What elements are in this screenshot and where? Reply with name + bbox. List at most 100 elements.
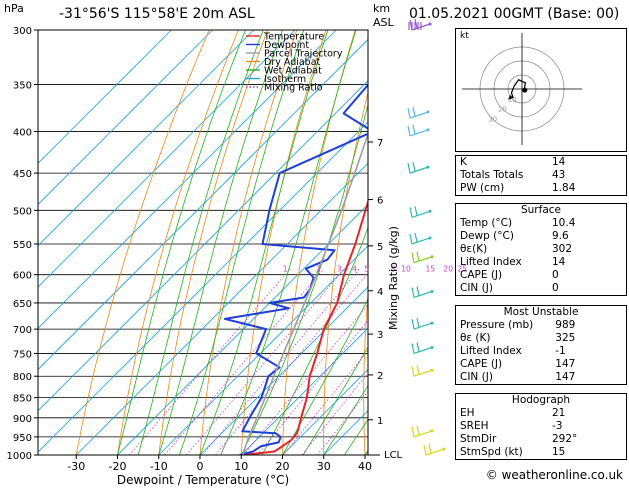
index-label: Totals Totals	[456, 169, 534, 182]
copyright: © weatheronline.co.uk	[486, 468, 623, 482]
pressure-unit: hPa	[4, 2, 24, 15]
most-unstable-label: Pressure (mb)	[456, 319, 537, 332]
surface-title: Surface	[456, 204, 626, 217]
dry-adiabat	[324, 30, 385, 455]
km-tick-label: 6	[377, 196, 383, 207]
mixing-ratio-label: 5	[364, 265, 369, 274]
surface-value: 14	[534, 256, 626, 269]
index-label: PW (cm)	[456, 182, 534, 195]
hodograph-stat-row: SREH-3	[456, 420, 626, 433]
most-unstable-label: θε (K)	[456, 332, 537, 345]
isotherm	[0, 30, 378, 455]
hodograph-ring-label: 30	[488, 115, 497, 123]
isotherm	[76, 30, 501, 455]
wet-adiabat	[262, 30, 429, 455]
km-tick-label: 5	[377, 242, 383, 253]
mixing-ratio-label: 10	[401, 265, 411, 274]
pressure-tick-label: 350	[13, 80, 32, 91]
pressure-tick-label: 950	[13, 433, 32, 444]
storm-motion-marker	[522, 88, 527, 93]
surface-row: Dewp (°C)9.6	[456, 230, 626, 243]
index-value: 43	[534, 169, 626, 182]
pressure-tick-label: 550	[13, 240, 32, 251]
surface-row: Temp (°C)10.4	[456, 217, 626, 230]
mixing-ratio-label: 1	[283, 265, 288, 274]
dry-adiabat	[159, 30, 268, 455]
dry-adiabat	[76, 30, 209, 455]
pressure-tick-label: 850	[13, 394, 32, 405]
isotherm	[0, 30, 295, 455]
station-location: -31°56'S 115°58'E 20m ASL	[59, 6, 255, 22]
most-unstable-value: 325	[537, 332, 626, 345]
temperature-tick-label: 30	[317, 460, 331, 473]
asl-unit: ASL	[373, 16, 394, 29]
most-unstable-row: CIN (J)147	[456, 371, 626, 384]
pressure-tick-label: 650	[13, 299, 32, 310]
pressure-tick-label: 1000	[7, 451, 32, 462]
surface-value: 9.6	[534, 230, 626, 243]
mixing-ratio-axis-label: Mixing Ratio (g/kg)	[387, 226, 400, 330]
most-unstable-row: θε (K)325	[456, 332, 626, 345]
temperature-tick-label: 20	[276, 460, 290, 473]
hodograph-ring-label: 20	[498, 106, 507, 114]
surface-value: 0	[534, 282, 626, 295]
hodograph-stat-value: 292°	[534, 433, 626, 446]
surface-label: Temp (°C)	[456, 217, 534, 230]
temperature-tick-label: 0	[197, 460, 204, 473]
wind-barb	[412, 318, 434, 329]
mixing-ratio-label: 2	[316, 265, 321, 274]
legend-label: Mixing Ratio	[264, 83, 323, 94]
km-tick-label: 2	[377, 371, 383, 382]
most-unstable-value: 989	[537, 319, 626, 332]
km-unit: km	[373, 2, 390, 15]
wind-barb	[412, 365, 434, 376]
x-axis-label: Dewpoint / Temperature (°C)	[117, 473, 289, 486]
mixing-ratio-label: 20	[443, 265, 453, 274]
index-label: K	[456, 156, 534, 169]
hodograph-stat-title: Hodograph	[456, 394, 626, 407]
surface-row: CIN (J)0	[456, 282, 626, 295]
most-unstable-label: Lifted Index	[456, 345, 537, 358]
surface-label: θε(K)	[456, 243, 534, 256]
pressure-tick-label: 750	[13, 349, 32, 360]
temperature-tick-label: -20	[109, 460, 127, 473]
index-row: PW (cm)1.84	[456, 182, 626, 195]
most-unstable-value: 147	[537, 371, 626, 384]
dry-adiabat	[118, 30, 239, 455]
km-tick-label: 4	[377, 287, 383, 298]
surface-label: Lifted Index	[456, 256, 534, 269]
most-unstable-row: Lifted Index-1	[456, 345, 626, 358]
pressure-tick-label: 600	[13, 271, 32, 282]
temperature-tick-label: 40	[358, 460, 372, 473]
km-tick-label: 3	[377, 330, 383, 341]
wind-barb	[408, 162, 430, 173]
most-unstable-row: Pressure (mb)989	[456, 319, 626, 332]
wind-barb	[412, 426, 434, 437]
wind-barb	[412, 252, 434, 263]
most-unstable-label: CAPE (J)	[456, 358, 537, 371]
hodograph-stat-value: -3	[534, 420, 626, 433]
surface-value: 10.4	[534, 217, 626, 230]
mixing-ratio-label: 4	[352, 265, 357, 274]
km-tick-label: 7	[377, 138, 383, 149]
hodograph-stat-label: EH	[456, 407, 534, 420]
surface-value: 0	[534, 269, 626, 282]
surface-label: CIN (J)	[456, 282, 534, 295]
pressure-tick-label: 450	[13, 169, 32, 180]
pressure-tick-label: 700	[13, 325, 32, 336]
wind-barbs	[408, 19, 446, 455]
hodograph-stat-label: SREH	[456, 420, 534, 433]
temperature-tick-label: 10	[234, 460, 248, 473]
most-unstable-label: CIN (J)	[456, 371, 537, 384]
wind-barb	[410, 233, 432, 244]
